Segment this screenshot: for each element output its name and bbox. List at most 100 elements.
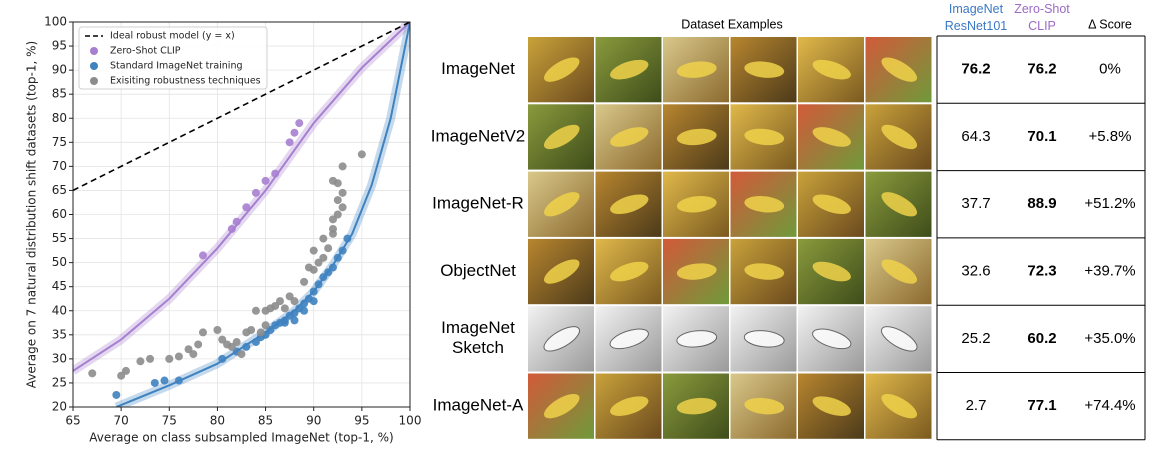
banana-shape	[812, 261, 851, 282]
y-tick-label: 70	[52, 159, 67, 173]
point	[333, 253, 342, 262]
table-cell: +35.0%	[1084, 330, 1135, 347]
point	[285, 138, 294, 147]
point	[290, 297, 299, 306]
table-cell: 70.1	[1027, 128, 1056, 145]
point	[242, 342, 251, 351]
table-cell: 37.7	[961, 195, 990, 212]
table-cell: 25.2	[961, 330, 990, 347]
point	[160, 376, 169, 385]
banana-shape	[610, 59, 649, 80]
point	[261, 321, 270, 330]
point	[295, 119, 304, 128]
point	[309, 287, 318, 296]
banana-shape	[543, 124, 580, 150]
banana-shape	[744, 263, 785, 280]
point	[256, 328, 265, 337]
point	[165, 354, 174, 363]
point	[290, 316, 299, 325]
table-cell: 60.2	[1027, 330, 1056, 347]
banana-shape	[812, 127, 851, 147]
table-header: Zero-Shot CLIP	[1014, 2, 1070, 33]
point	[121, 366, 130, 375]
y-tick-label: 20	[52, 400, 67, 414]
point	[174, 376, 183, 385]
point	[324, 244, 333, 253]
banana-shape	[676, 196, 717, 213]
table-cell: 64.3	[961, 128, 990, 145]
point	[280, 304, 289, 313]
banana-shape	[676, 61, 717, 78]
point	[88, 369, 97, 378]
banana-shape	[881, 57, 918, 82]
legend-box	[78, 26, 268, 90]
point	[290, 128, 299, 137]
legend-marker	[90, 62, 98, 70]
point	[261, 176, 270, 185]
y-tick-label: 35	[52, 327, 67, 341]
table-cell: +5.8%	[1089, 128, 1132, 145]
x-tick-label: 95	[354, 414, 369, 428]
table-cell: 77.1	[1027, 397, 1056, 414]
fit-line	[73, 22, 410, 372]
row-label: ImageNetV2	[431, 126, 526, 145]
banana-shape	[543, 192, 580, 217]
legend-marker	[90, 47, 98, 55]
point	[319, 253, 328, 262]
row-label: ImageNet-R	[432, 194, 524, 213]
point	[266, 304, 275, 313]
ideal-line	[72, 21, 411, 192]
x-axis-label: Average on class subsampled ImageNet (to…	[89, 431, 393, 445]
banana-shape	[744, 196, 785, 213]
robustness-plot: 65 70 75 80 85 90 95 100 20 25 30 35 40 45 50 55 60 65 70 7…	[25, 15, 422, 445]
point	[338, 162, 347, 171]
banana-shape	[676, 263, 717, 280]
point	[218, 354, 227, 363]
point	[314, 280, 323, 289]
point	[271, 169, 280, 178]
y-tick-label: 40	[52, 303, 67, 317]
point	[328, 263, 337, 272]
table-cell: 76.2	[1027, 61, 1056, 78]
table-cell: +51.2%	[1084, 195, 1135, 212]
row-label: ImageNet-A	[433, 396, 524, 415]
point	[213, 326, 222, 334]
table-header: Δ Score	[1088, 17, 1132, 31]
y-tick-label: 90	[52, 63, 67, 77]
banana-shape	[881, 393, 918, 419]
banana-shape	[610, 396, 649, 416]
legend-label: Ideal robust model (y = x)	[110, 31, 235, 42]
x-tick-label: 90	[306, 414, 321, 428]
y-tick-label: 30	[52, 351, 67, 365]
x-tick-label: 80	[210, 414, 225, 428]
dataset-table: Dataset Examples ImageNet ResNet101Zero-Sh…	[431, 2, 1146, 441]
x-tick-label: 75	[162, 414, 177, 428]
banana-shape	[881, 192, 918, 217]
plot-frame	[72, 21, 411, 408]
point	[251, 188, 260, 197]
point	[319, 234, 328, 243]
banana-shape	[610, 261, 649, 282]
legend-marker	[90, 77, 98, 85]
point	[198, 251, 207, 260]
y-axis-label: Average on 7 natural distribution shift …	[25, 41, 39, 388]
y-tick-label: 95	[52, 39, 67, 53]
point	[333, 196, 342, 205]
point	[232, 217, 241, 226]
banana-shape	[543, 57, 580, 82]
table-cell: +74.4%	[1084, 397, 1135, 414]
point	[300, 277, 309, 286]
row-label: ObjectNet	[440, 261, 516, 280]
banana-shape	[543, 259, 580, 284]
point	[136, 357, 145, 366]
banana-shape	[676, 128, 717, 146]
point	[338, 246, 347, 255]
point	[227, 224, 236, 233]
point	[242, 203, 251, 212]
y-tick-label: 65	[52, 183, 67, 197]
y-tick-label: 45	[52, 279, 67, 293]
point	[333, 179, 342, 188]
point	[189, 350, 198, 359]
table-cell: 76.2	[961, 61, 990, 78]
legend-label: Zero-Shot CLIP	[110, 46, 181, 57]
